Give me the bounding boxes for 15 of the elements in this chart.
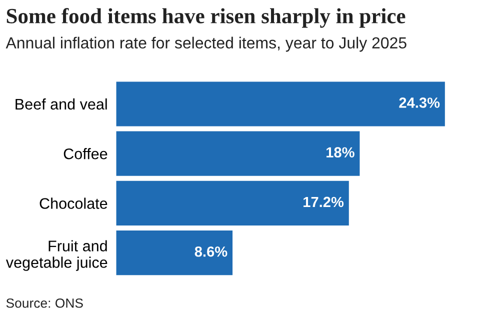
y-tick-label: Chocolate <box>40 198 108 209</box>
y-tick-label: Coffee <box>64 148 108 160</box>
bar <box>116 180 349 226</box>
bar <box>116 82 445 126</box>
data-label: 18% <box>326 147 354 158</box>
data-label: 8.6% <box>194 246 228 257</box>
bar <box>116 131 360 176</box>
y-tick-label: Fruit and vegetable juice <box>6 240 108 271</box>
chart-title: Some food items have risen sharply in price <box>6 8 406 28</box>
chart-subtitle: Annual inflation rate for selected items, year to July 2025 <box>6 36 406 52</box>
data-label: 24.3% <box>399 98 440 108</box>
y-tick-label: Beef and veal <box>16 98 107 110</box>
source-note: Source: ONS <box>6 298 83 308</box>
data-label: 17.2% <box>304 196 344 208</box>
bar <box>116 230 233 276</box>
